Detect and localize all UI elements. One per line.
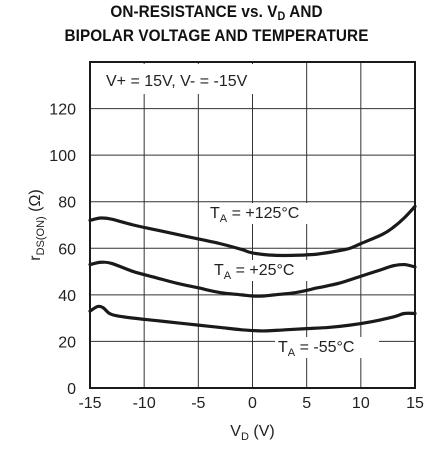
series-label-minus55c-background xyxy=(275,337,379,358)
x-tick-label: -15 xyxy=(78,395,101,412)
x-tick-label: -5 xyxy=(191,395,205,412)
chart-title-line-1: ON-RESISTANCE vs. VD AND xyxy=(110,2,323,23)
y-tick-label: 0 xyxy=(67,381,76,398)
x-tick-label: 0 xyxy=(248,395,257,412)
x-tick-label: -10 xyxy=(133,395,156,412)
y-tick-label: 80 xyxy=(58,195,76,212)
y-axis-label: rDS(ON) (Ω) xyxy=(27,189,47,261)
x-axis-label: VD (V) xyxy=(230,423,274,443)
series-line-25c xyxy=(88,260,417,298)
plot-frame xyxy=(89,61,416,389)
x-tick-label: 5 xyxy=(302,395,311,412)
series-labels: TA = +125°C TA = +25°C TA = -55°C xyxy=(207,203,379,359)
series-label-125c-background xyxy=(207,203,311,224)
x-tick-label: 15 xyxy=(406,395,424,412)
tick-labels: -15 -10 -5 0 5 10 15 0 20 40 60 80 100 120 xyxy=(49,102,424,412)
y-tick-label: 100 xyxy=(49,148,76,165)
y-tick-label: 20 xyxy=(58,334,76,351)
series-line-125c xyxy=(88,204,417,258)
series-label-minus55c: TA = -55°C xyxy=(278,339,354,359)
series-lines xyxy=(88,204,417,333)
x-tick-label: 10 xyxy=(352,395,370,412)
series-label-25c-background xyxy=(211,260,315,281)
series-label-25c: TA = +25°C xyxy=(214,262,294,282)
chart-title-line-2: BIPOLAR VOLTAGE AND TEMPERATURE xyxy=(64,26,369,45)
condition-label-background xyxy=(92,64,262,94)
condition-label: V+ = 15V, V- = -15V xyxy=(106,73,248,90)
chart-title: ON-RESISTANCE vs. VD AND BIPOLAR VOLTAGE… xyxy=(22,2,412,45)
series-line-minus55c xyxy=(88,304,417,333)
y-tick-label: 40 xyxy=(58,288,76,305)
y-tick-label: 120 xyxy=(49,102,76,119)
series-label-125c: TA = +125°C xyxy=(210,205,299,225)
y-tick-label: 60 xyxy=(58,241,76,258)
